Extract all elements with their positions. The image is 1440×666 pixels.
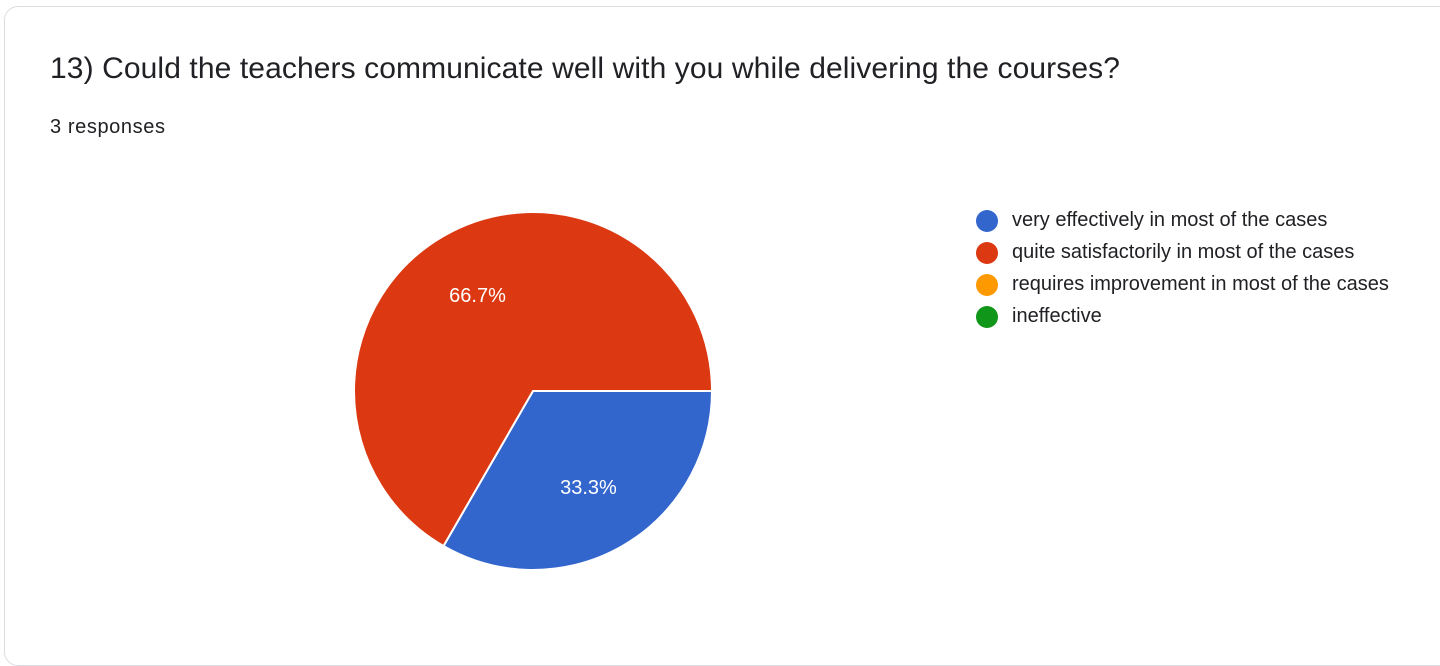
legend-item-very-effectively[interactable]: very effectively in most of the cases	[976, 205, 1416, 235]
pie-slice-quite-satisfactorily[interactable]	[353, 211, 714, 548]
legend-swatch-icon	[976, 210, 998, 232]
legend-label: requires improvement in most of the case…	[1012, 273, 1389, 295]
legend-label: ineffective	[1012, 305, 1102, 327]
legend-swatch-icon	[976, 274, 998, 296]
pie-chart: 33.3% 66.7%	[353, 211, 714, 571]
chart-card	[4, 6, 1440, 666]
response-count: 3 responses	[50, 116, 166, 138]
legend-swatch-icon	[976, 306, 998, 328]
legend-item-quite-satisfactorily[interactable]: quite satisfactorily in most of the case…	[976, 237, 1416, 267]
slice-label-very-effectively: 33.3%	[560, 477, 617, 499]
legend-item-requires-improvement[interactable]: requires improvement in most of the case…	[976, 269, 1416, 299]
slice-label-quite-satisfactorily: 66.7%	[449, 285, 506, 307]
chart-legend: very effectively in most of the cases qu…	[976, 205, 1416, 333]
legend-label: quite satisfactorily in most of the case…	[1012, 241, 1355, 263]
pie-slice-very-effectively[interactable]	[442, 390, 714, 571]
legend-swatch-icon	[976, 242, 998, 264]
legend-label: very effectively in most of the cases	[1012, 209, 1328, 231]
legend-item-ineffective[interactable]: ineffective	[976, 301, 1416, 331]
question-title: 13) Could the teachers communicate well …	[50, 52, 1121, 85]
